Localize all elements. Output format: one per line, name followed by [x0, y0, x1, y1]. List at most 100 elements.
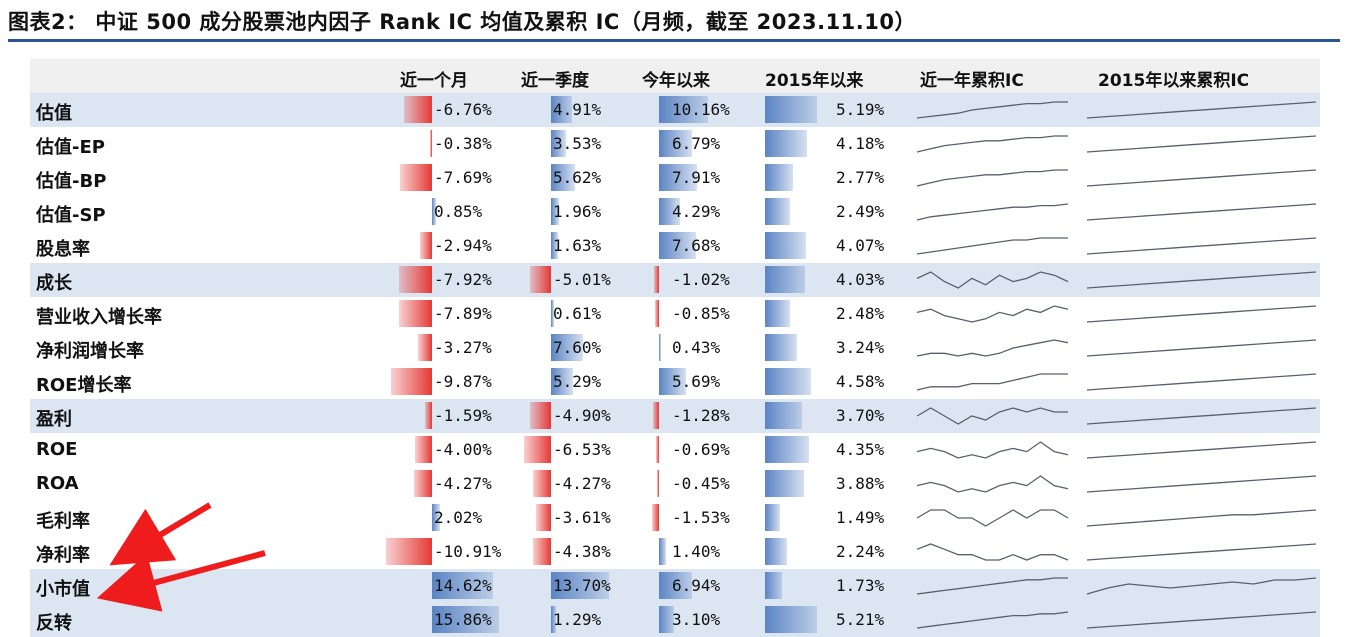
value-bar	[765, 300, 790, 327]
value-text: -4.90%	[553, 406, 611, 425]
value-text: 3.70%	[836, 406, 885, 425]
sparkline-1y	[916, 271, 1069, 289]
sparkline-1y	[916, 543, 1069, 561]
value-bar	[765, 96, 817, 123]
value-bar	[532, 538, 551, 565]
value-text: 4.91%	[553, 100, 602, 119]
value-text: 1.49%	[836, 508, 885, 527]
value-text: -0.85%	[672, 304, 730, 323]
value-text: 3.24%	[836, 338, 885, 357]
value-text: -4.27%	[553, 474, 611, 493]
sparkline-2015	[1086, 509, 1317, 527]
value-bar	[765, 334, 798, 361]
value-bar	[765, 606, 818, 633]
arrow-small-cap	[109, 502, 212, 566]
value-bar	[765, 232, 806, 259]
value-bar	[765, 164, 793, 191]
factor-name: 估值-EP	[36, 137, 105, 158]
value-text: -0.69%	[672, 440, 730, 459]
value-text: 5.19%	[836, 100, 885, 119]
factor-name: 毛利率	[36, 511, 90, 532]
value-text: 4.58%	[836, 372, 885, 391]
sparkline-1y	[916, 475, 1069, 493]
header-ytd: 今年以来	[642, 71, 710, 91]
value-text: 3.53%	[553, 134, 602, 153]
value-text: -4.27%	[434, 474, 492, 493]
value-text: -1.53%	[672, 508, 730, 527]
header-since-2015: 2015年以来	[765, 71, 864, 91]
value-text: 7.60%	[553, 338, 602, 357]
value-text: 2.48%	[836, 304, 885, 323]
sparkline-2015	[1086, 611, 1317, 629]
value-text: 0.85%	[434, 202, 483, 221]
value-bar	[659, 538, 666, 565]
sparkline-2015	[1086, 543, 1317, 561]
value-text: 13.70%	[553, 576, 611, 595]
value-text: -0.38%	[434, 134, 492, 153]
value-text: 5.21%	[836, 610, 885, 629]
sparkline-1y	[916, 373, 1068, 391]
value-bar	[551, 334, 583, 361]
value-bar	[765, 198, 790, 225]
value-text: 6.79%	[672, 134, 721, 153]
value-bar	[551, 300, 554, 327]
value-text: 4.29%	[672, 202, 721, 221]
value-bar	[551, 130, 566, 157]
factor-name: 估值-BP	[36, 171, 107, 192]
value-bar	[533, 470, 551, 497]
value-text: -7.69%	[434, 168, 492, 187]
value-bar	[659, 572, 693, 599]
value-text: 3.88%	[836, 474, 885, 493]
sparkline-2015	[1086, 237, 1317, 255]
value-text: -5.01%	[553, 270, 611, 289]
value-bar	[765, 402, 802, 429]
value-text: 4.18%	[836, 134, 885, 153]
factor-name: 净利率	[36, 545, 90, 566]
value-bar	[403, 96, 432, 123]
value-bar	[418, 334, 432, 361]
value-text: 1.29%	[553, 610, 602, 629]
value-bar	[765, 436, 809, 463]
value-bar	[398, 266, 432, 293]
value-bar	[651, 504, 659, 531]
value-bar	[551, 164, 575, 191]
sparkline-2015	[1086, 407, 1317, 425]
value-text: -1.02%	[672, 270, 730, 289]
value-text: 5.62%	[553, 168, 602, 187]
value-text: 3.10%	[672, 610, 721, 629]
value-bar	[425, 402, 432, 429]
sparkline-2015	[1086, 339, 1317, 357]
value-bar	[765, 368, 811, 395]
value-text: -3.61%	[553, 508, 611, 527]
value-text: 6.94%	[672, 576, 721, 595]
value-bar	[386, 538, 432, 565]
value-text: 2.24%	[836, 542, 885, 561]
factor-name: 反转	[36, 613, 72, 634]
sparkline-1y	[916, 203, 1069, 221]
value-text: 1.73%	[836, 576, 885, 595]
value-bar	[765, 538, 788, 565]
sparkline-1y	[916, 509, 1069, 527]
value-text: -10.91%	[434, 542, 502, 561]
title-rule	[8, 39, 1340, 42]
sparkline-1y	[916, 339, 1069, 357]
value-text: 1.63%	[553, 236, 602, 255]
sparkline-2015	[1086, 373, 1317, 391]
value-text: 0.43%	[672, 338, 721, 357]
value-text: 7.91%	[672, 168, 721, 187]
sparkline-2015	[1086, 169, 1317, 187]
sparkline-1y	[916, 169, 1068, 187]
value-bar	[551, 96, 572, 123]
sparkline-1y	[916, 441, 1069, 459]
factor-name: 小市值	[36, 579, 90, 600]
value-text: 4.35%	[836, 440, 885, 459]
sparkline-1y	[916, 101, 1068, 119]
value-bar	[551, 368, 574, 395]
factor-name: ROE增长率	[36, 375, 132, 396]
sparkline-2015	[1086, 305, 1317, 323]
value-text: 2.77%	[836, 168, 885, 187]
value-bar	[551, 198, 560, 225]
value-bar	[659, 368, 687, 395]
row-band	[30, 263, 1320, 297]
value-bar	[765, 572, 783, 599]
